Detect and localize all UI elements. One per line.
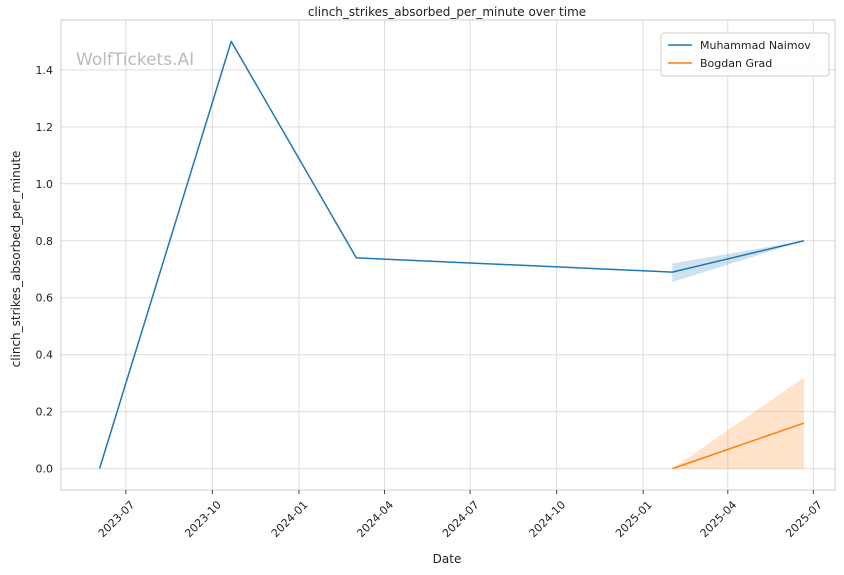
legend-box: [660, 32, 830, 77]
plot-frame: [60, 19, 836, 491]
legend-label-muhammad-naimov: Muhammad Naimov: [700, 39, 811, 52]
confidence-bands: [672, 240, 804, 469]
y-tick-label: 0.0: [36, 463, 54, 476]
y-axis-ticks: 0.0 0.2 0.4 0.6 0.8 1.0 1.2 1.4: [36, 64, 54, 476]
y-tick-label: 0.4: [36, 349, 54, 362]
y-tick-label: 0.8: [36, 235, 54, 248]
y-tick-label: 1.2: [36, 121, 54, 134]
chart-title: clinch_strikes_absorbed_per_minute over …: [308, 5, 586, 19]
y-tick-label: 0.2: [36, 406, 54, 419]
watermark: WolfTickets.AI: [76, 50, 194, 70]
series-lines: [98, 40, 805, 470]
y-tick-label: 1.0: [36, 178, 54, 191]
confidence-band-muhammad-naimov: [672, 240, 804, 283]
confidence-band-bogdan-grad: [672, 377, 804, 469]
y-tick-label: 1.4: [36, 64, 54, 77]
legend-label-bogdan-grad: Bogdan Grad: [700, 57, 772, 70]
y-tick-label: 0.6: [36, 292, 54, 305]
grid: [61, 20, 835, 490]
y-axis-label: clinch_strikes_absorbed_per_minute: [9, 151, 23, 368]
series-line-muhammad-naimov: [98, 40, 805, 469]
series-line-bogdan-grad: [672, 422, 805, 470]
x-axis-label: Date: [433, 552, 462, 566]
legend: Muhammad Naimov Bogdan Grad: [660, 32, 830, 77]
